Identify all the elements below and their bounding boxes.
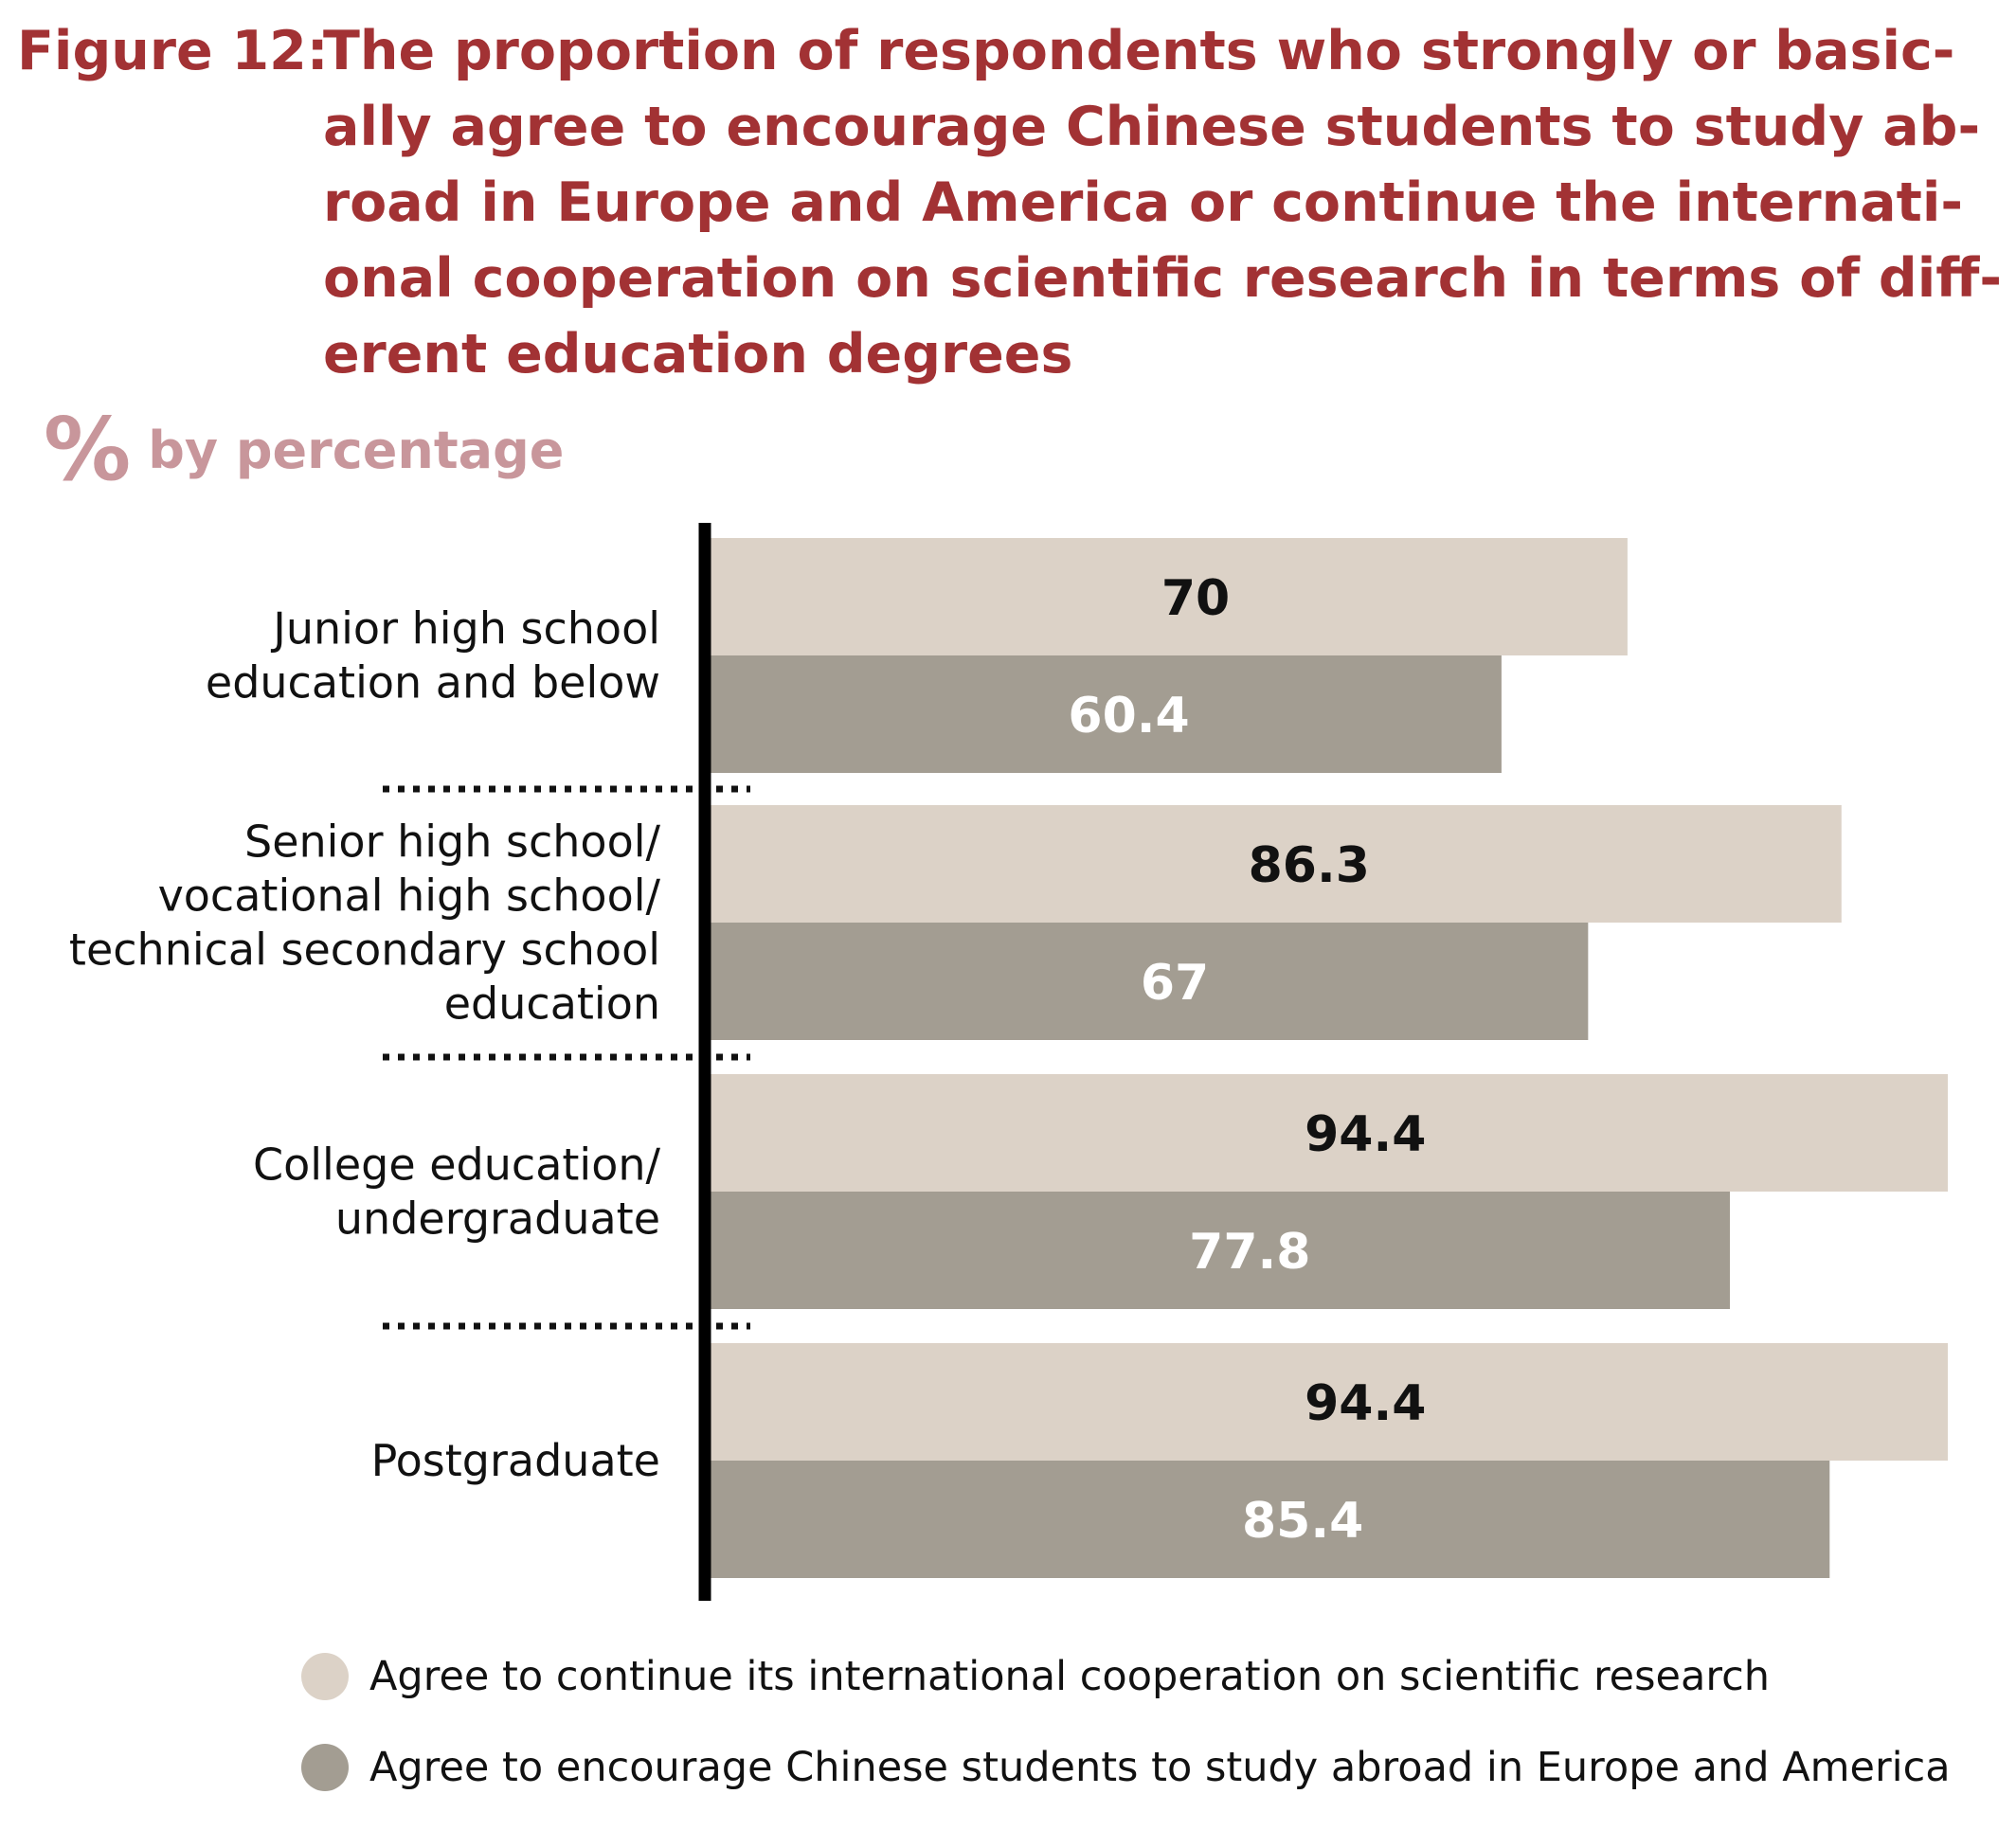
- bar-value-label: 77.8: [1189, 1224, 1310, 1281]
- category-label-line: education: [444, 978, 660, 1030]
- legend: Agree to continue its international coop…: [301, 1648, 1951, 1830]
- chart-title: Figure 12: The proportion of respondents…: [17, 13, 2002, 392]
- bar-value-label: 60.4: [1068, 688, 1189, 745]
- bar-value-label: 85.4: [1242, 1493, 1363, 1550]
- bar-value-label: 94.4: [1305, 1106, 1426, 1163]
- category-label: Postgraduate: [371, 1435, 660, 1486]
- legend-swatch-light: [301, 1653, 349, 1700]
- bar-study-abroad-3: [709, 1461, 1830, 1578]
- legend-swatch-dark: [301, 1744, 349, 1791]
- bar-value-label: 70: [1161, 570, 1230, 627]
- title-line: road in Europe and America or continue t…: [323, 171, 1964, 234]
- title-line: onal cooperation on scientific research …: [323, 247, 2003, 310]
- bar-value-label: 67: [1141, 955, 1209, 1012]
- category-label: Junior high school education and below: [206, 603, 660, 709]
- title-lines: The proportion of respondents who strong…: [323, 13, 2003, 392]
- bar-cooperation-2: [709, 1074, 1948, 1192]
- category-label-line: College education/: [253, 1139, 660, 1191]
- category-label-line: Junior high school: [270, 603, 660, 655]
- legend-label: Agree to encourage Chinese students to s…: [369, 1744, 1951, 1791]
- bar-value-label: 94.4: [1305, 1375, 1426, 1432]
- unit-label: % by percentage: [44, 399, 565, 500]
- category-label: Senior high school/vocational high schoo…: [69, 816, 661, 1030]
- bar-cooperation-1: [709, 805, 1842, 923]
- title-line: ally agree to encourage Chinese students…: [323, 96, 1981, 158]
- category-label-line: technical secondary school: [69, 924, 660, 976]
- title-line: The proportion of respondents who strong…: [323, 20, 1955, 82]
- unit-text: by percentage: [148, 420, 565, 480]
- bar-study-abroad-1: [709, 923, 1589, 1040]
- legend-item-study-abroad: Agree to encourage Chinese students to s…: [301, 1739, 1951, 1796]
- bar-study-abroad-2: [709, 1192, 1730, 1309]
- category-label-line: vocational high school/: [158, 870, 661, 922]
- category-label-line: undergraduate: [335, 1193, 660, 1245]
- figure-number: Figure 12:: [17, 20, 329, 82]
- bar-study-abroad-0: [709, 655, 1502, 773]
- bar-value-label: 86.3: [1249, 837, 1370, 894]
- percent-icon: %: [44, 399, 132, 500]
- title-line: erent education degrees: [323, 323, 1073, 386]
- legend-item-cooperation: Agree to continue its international coop…: [301, 1648, 1951, 1705]
- category-label: College education/undergraduate: [253, 1139, 660, 1245]
- bar-cooperation-3: [709, 1343, 1948, 1461]
- bar-cooperation-0: [709, 538, 1628, 655]
- category-label-line: education and below: [206, 657, 660, 709]
- category-label-line: Senior high school/: [244, 816, 661, 868]
- category-label-line: Postgraduate: [371, 1435, 660, 1486]
- legend-label: Agree to continue its international coop…: [369, 1653, 1770, 1700]
